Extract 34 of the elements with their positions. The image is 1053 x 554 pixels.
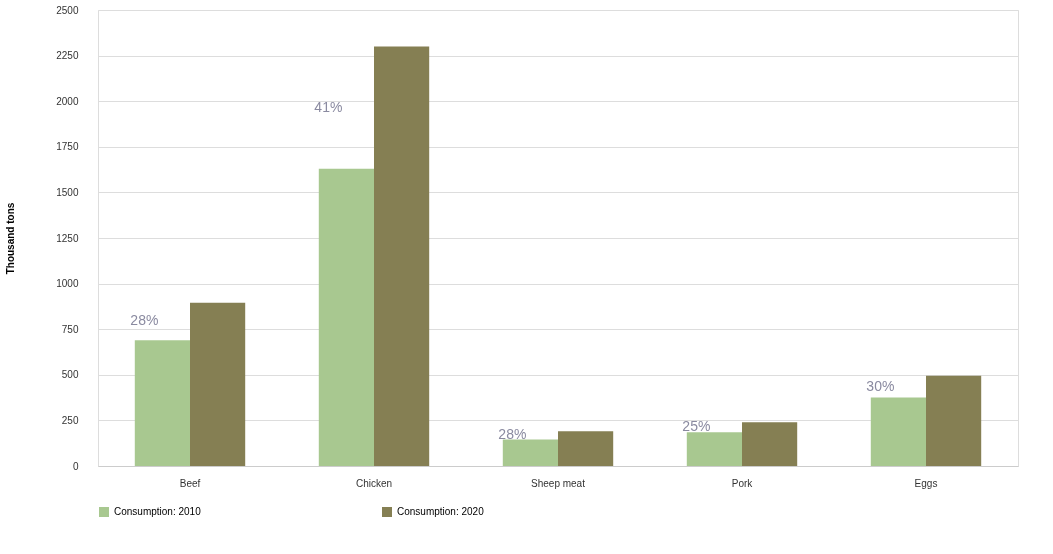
bar <box>190 302 246 466</box>
x-tick-label: Pork <box>731 477 754 489</box>
bar <box>134 340 190 466</box>
y-tick-label: 2250 <box>56 50 79 62</box>
legend-label: Consumption: 2010 <box>114 506 202 517</box>
annotation: 28% <box>498 426 527 443</box>
bar <box>870 397 926 466</box>
y-tick-label: 1000 <box>56 278 79 290</box>
bar <box>374 46 430 466</box>
y-tick-label: 500 <box>61 369 79 381</box>
y-tick-label: 0 <box>72 460 79 472</box>
y-tick-label: 1750 <box>56 141 79 153</box>
bar <box>686 432 742 466</box>
y-tick-label: 2000 <box>56 95 79 107</box>
bar <box>558 431 614 466</box>
y-tick-label: 250 <box>61 414 79 426</box>
annotation: 25% <box>682 418 711 435</box>
y-tick-label: 1500 <box>56 186 79 198</box>
x-tick-label: Chicken <box>355 477 393 489</box>
annotation: 41% <box>314 98 343 115</box>
y-tick-label: 1250 <box>56 232 79 244</box>
x-tick-label: Beef <box>179 477 201 489</box>
bar <box>318 168 374 466</box>
legend-label: Consumption: 2020 <box>397 506 485 517</box>
x-tick-label: Sheep meat <box>531 477 586 489</box>
y-tick-label: 2500 <box>56 4 79 16</box>
y-tick-label: 750 <box>61 323 79 335</box>
bar <box>742 422 798 466</box>
bar <box>502 439 558 466</box>
bar <box>926 375 982 466</box>
y-axis-title: Thousand tons <box>5 202 17 275</box>
x-tick-label: Eggs <box>914 477 938 489</box>
annotation: 28% <box>130 312 159 329</box>
annotation: 30% <box>866 377 895 394</box>
